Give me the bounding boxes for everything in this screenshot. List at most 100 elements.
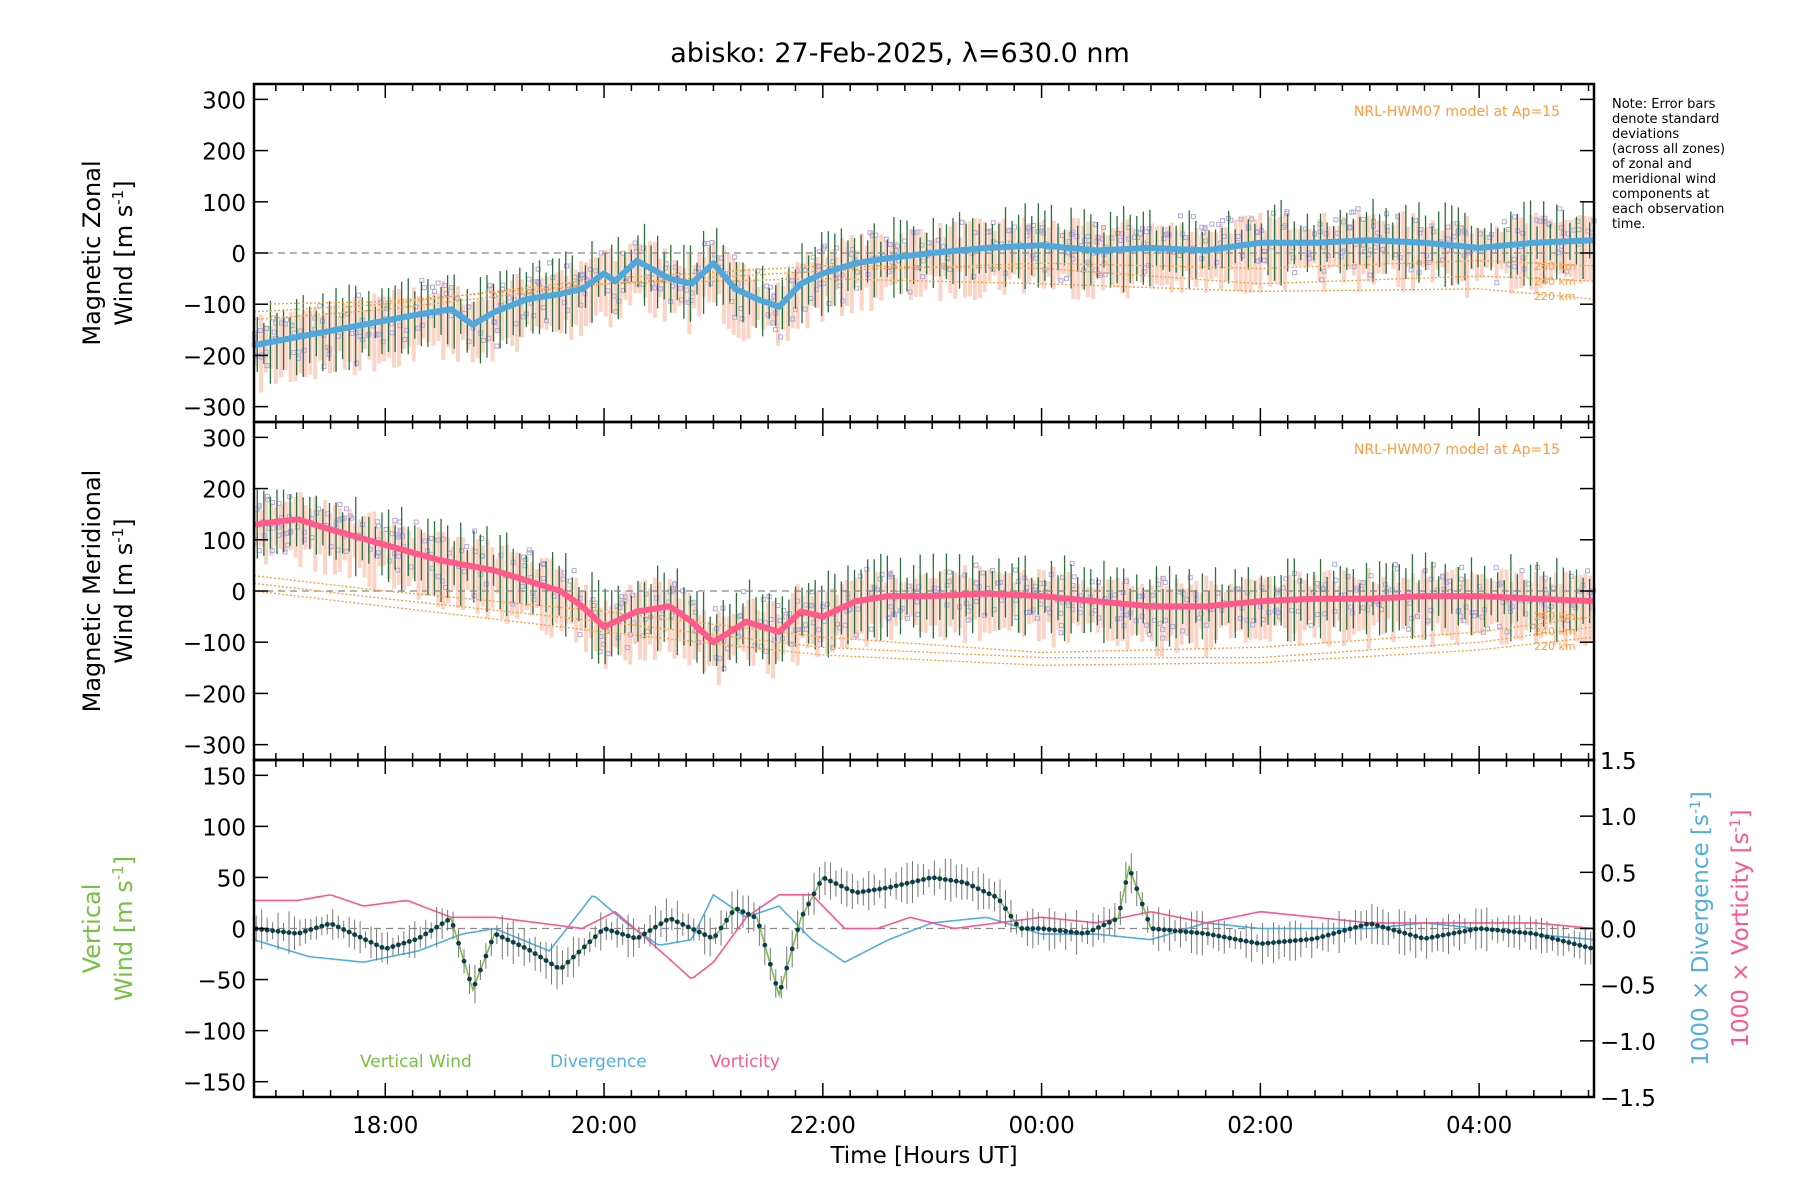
spread-band: [1263, 578, 1268, 639]
vertical-wind-point: [445, 917, 451, 923]
spread-band: [259, 314, 264, 393]
spread-band: [1199, 592, 1204, 630]
zone-sample: [472, 528, 478, 534]
zone-sample: [1542, 215, 1548, 221]
legend-item: Vorticity: [710, 1052, 780, 1072]
spread-band: [1041, 570, 1046, 640]
vertical-wind-point: [1533, 931, 1539, 937]
spread-band: [332, 304, 337, 372]
zone-sample: [1500, 599, 1506, 605]
zone-sample: [1405, 626, 1411, 632]
vertical-wind-point: [680, 922, 686, 927]
vertical-wind-point: [1156, 926, 1162, 932]
zone-sample: [1292, 270, 1298, 276]
spread-band: [392, 289, 397, 368]
vertical-wind-point: [893, 883, 899, 889]
vertical-wind-point: [603, 926, 609, 932]
spread-band: [1204, 575, 1209, 658]
zone-sample: [415, 325, 421, 331]
legend-item: Vertical Wind: [360, 1052, 472, 1072]
spread-band: [1100, 586, 1105, 628]
zone-sample: [464, 544, 470, 550]
spread-band: [1007, 227, 1012, 280]
x-tick-label: 20:00: [571, 1113, 637, 1139]
y-tick-label: 200: [202, 140, 246, 166]
zone-sample: [1058, 278, 1064, 284]
model-line: [253, 590, 1595, 666]
panel-zonal: 260 km 240 km 220 km NRL-HWM07 model at Ap=…: [251, 104, 1597, 393]
vertical-wind-point: [1325, 932, 1331, 938]
vertical-wind-point: [1560, 938, 1566, 944]
spread-band: [475, 300, 480, 358]
vertical-wind-point: [1380, 924, 1386, 930]
zone-sample: [593, 610, 599, 616]
zone-sample: [907, 289, 913, 295]
y-tick-label: −50: [197, 969, 246, 995]
zone-sample: [571, 568, 577, 574]
spread-band: [1022, 217, 1027, 294]
spread-band: [864, 571, 869, 647]
zone-sample: [1350, 610, 1356, 616]
zone-sample: [479, 536, 485, 542]
vertical-wind-point: [1090, 927, 1096, 933]
zone-sample: [717, 656, 723, 662]
zone-sample: [879, 571, 885, 577]
zone-sample: [914, 229, 920, 235]
spread-band: [830, 588, 835, 653]
zone-sample: [857, 573, 863, 579]
vertical-wind-point: [822, 876, 828, 881]
vertical-wind-point: [849, 888, 855, 894]
vertical-wind-point: [1418, 935, 1424, 941]
vertical-wind-point: [1331, 931, 1337, 936]
spread-band: [1282, 213, 1287, 291]
vertical-wind-point: [888, 884, 894, 890]
zone-sample: [540, 560, 546, 566]
vertical-wind-point: [1145, 916, 1151, 922]
zone-sample: [1365, 607, 1371, 613]
spread-band: [1484, 234, 1489, 268]
zone-sample: [1190, 214, 1196, 220]
spread-band: [874, 572, 879, 641]
zone-sample: [1480, 629, 1486, 635]
vertical-wind-point: [1582, 944, 1588, 950]
zone-sample: [1095, 271, 1101, 277]
spread-band: [652, 578, 657, 660]
y-axis-label-line1: Magnetic Meridional: [78, 470, 106, 713]
zone-sample: [400, 533, 406, 539]
zone-sample: [1332, 561, 1338, 567]
zone-sample: [1458, 225, 1464, 231]
zone-sample: [624, 645, 630, 651]
model-line: [253, 582, 1595, 659]
zone-sample: [271, 329, 277, 335]
vertical-wind-point: [1571, 941, 1577, 947]
zone-sample: [1459, 564, 1465, 570]
spread-band: [1356, 579, 1361, 632]
zone-sample: [965, 617, 971, 623]
zone-sample: [269, 548, 275, 554]
vertical-wind-point: [1517, 929, 1523, 935]
spread-band: [1396, 583, 1401, 622]
y-axis-label-line2: Wind [m s-1]: [109, 180, 138, 325]
spread-band: [411, 537, 416, 579]
y-tick-label: 0: [231, 918, 246, 944]
spread-band: [1287, 229, 1292, 265]
zone-sample: [632, 240, 638, 246]
spread-band: [416, 526, 421, 601]
zone-sample: [1325, 253, 1331, 259]
zone-sample: [1428, 607, 1434, 613]
zone-sample: [540, 575, 546, 581]
spread-band: [372, 293, 377, 372]
spread-band: [987, 569, 992, 634]
spread-band: [1381, 576, 1386, 634]
zone-sample: [1248, 216, 1254, 222]
vertical-wind-point: [800, 911, 806, 917]
y-axis-label-line1: Vertical: [78, 884, 106, 974]
zone-sample: [257, 328, 263, 334]
zone-sample: [398, 528, 404, 534]
spread-band: [746, 268, 751, 339]
spread-band: [1465, 216, 1470, 298]
spread-band: [451, 285, 456, 354]
spread-band: [677, 598, 682, 639]
vertical-wind-point: [1424, 935, 1430, 941]
zone-sample: [444, 291, 450, 297]
